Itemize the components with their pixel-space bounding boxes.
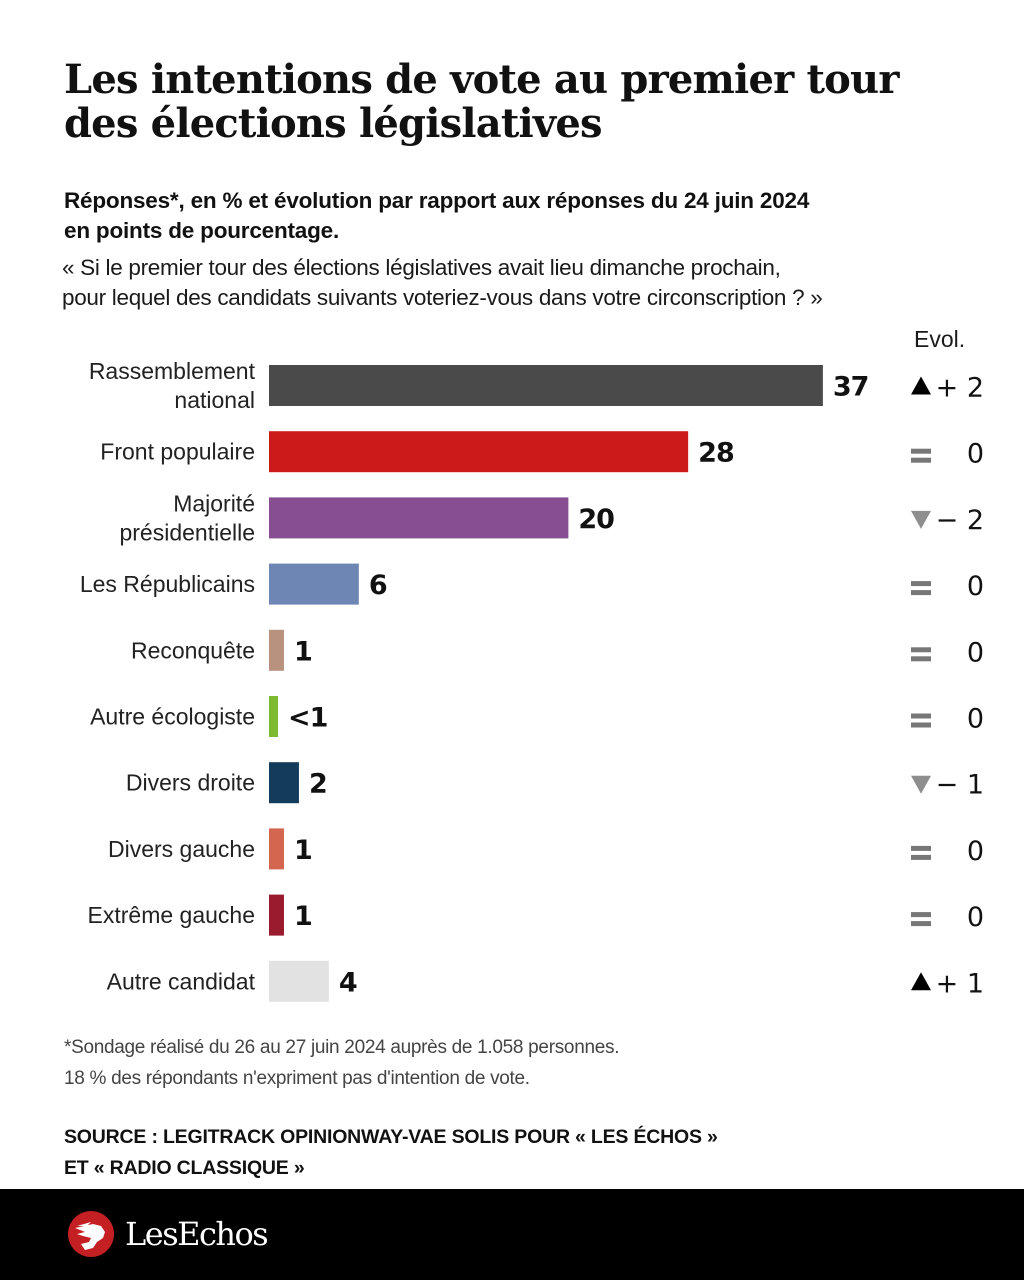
chart-title-line-2: des élections législatives (64, 100, 603, 147)
category-label: Rassemblement (89, 358, 256, 384)
evolution-value: − 2 (936, 505, 984, 536)
chart-subtitle: Réponses*, en % et évolution par rapport… (64, 188, 810, 243)
equal-icon (911, 854, 931, 860)
triangle-down-icon (911, 510, 931, 529)
source-line-1: SOURCE : LEGITRACK OPINIONWAY-VAE SOLIS … (64, 1126, 718, 1148)
equal-icon (911, 713, 931, 719)
value-label: 1 (294, 835, 312, 866)
triangle-down-icon (911, 775, 931, 794)
bar-7 (269, 828, 284, 870)
evolution-value: + 1 (936, 968, 984, 999)
equal-icon (911, 845, 931, 851)
chart-title: Les intentions de vote au premier tour de… (64, 58, 964, 146)
bar-8 (269, 894, 284, 936)
evolution-value: 0 (967, 836, 984, 867)
evolution-value: 0 (967, 704, 984, 735)
value-label: 20 (578, 504, 614, 535)
footnote-line-1: *Sondage réalisé du 26 au 27 juin 2024 a… (64, 1037, 620, 1058)
equal-icon (911, 448, 931, 454)
category-label: Reconquête (131, 637, 255, 663)
brand-logo: LesEchos (67, 1210, 269, 1258)
bar-0 (269, 365, 823, 406)
survey-question: « Si le premier tour des élections légis… (62, 255, 823, 310)
value-label: 1 (294, 901, 312, 932)
bar-5 (269, 696, 278, 737)
triangle-up-icon (911, 972, 931, 991)
category-label: Les Républicains (80, 571, 255, 597)
evolution-column-header: Evol. (914, 326, 966, 352)
bar-2 (269, 497, 569, 539)
value-label: 37 (833, 372, 869, 403)
footnote-line-2: 18 % des répondants n'expriment pas d'in… (64, 1068, 530, 1089)
value-label: <1 (288, 703, 327, 734)
triangle-up-icon (911, 376, 931, 395)
bar-9 (269, 960, 329, 1002)
evolution-value: + 2 (936, 373, 984, 404)
value-label: 1 (294, 636, 312, 667)
evolution-value: 0 (967, 902, 984, 933)
category-label: Divers droite (126, 770, 255, 796)
bar-1 (269, 431, 689, 473)
equal-icon (911, 921, 931, 927)
value-label: 4 (339, 967, 357, 998)
category-label: Front populaire (100, 439, 255, 465)
category-label: Divers gauche (108, 836, 255, 862)
equal-icon (911, 912, 931, 918)
category-label: Majorité (173, 490, 255, 516)
winged-head-logo-icon (68, 1211, 114, 1257)
value-label: 28 (698, 438, 734, 469)
category-label: national (174, 387, 255, 413)
evolution-value: 0 (967, 571, 984, 602)
footer-bar (0, 1189, 1024, 1280)
equal-icon (911, 581, 931, 587)
evolution-value: 0 (967, 637, 984, 668)
equal-icon (911, 647, 931, 653)
evolution-value: 0 (967, 439, 984, 470)
footnote: *Sondage réalisé du 26 au 27 juin 2024 a… (64, 1032, 619, 1094)
value-label: 6 (369, 570, 387, 601)
category-label: Extrême gauche (88, 902, 255, 928)
bar-3 (269, 563, 359, 605)
category-label: Autre écologiste (90, 704, 255, 730)
bar-6 (269, 762, 299, 804)
equal-icon (911, 656, 931, 662)
evolution-value: − 1 (936, 770, 984, 801)
brand-name: LesEchos (125, 1215, 269, 1253)
category-label: Autre candidat (107, 968, 256, 994)
equal-icon (911, 590, 931, 596)
bar-4 (269, 629, 284, 671)
chart-title-line-1: Les intentions de vote au premier tour (64, 56, 899, 103)
source-credit: SOURCE : LEGITRACK OPINIONWAY-VAE SOLIS … (64, 1122, 718, 1184)
value-label: 2 (309, 769, 327, 800)
equal-icon (911, 457, 931, 463)
equal-icon (911, 722, 931, 728)
source-line-2: ET « RADIO CLASSIQUE » (64, 1157, 305, 1179)
category-label: présidentielle (119, 519, 255, 545)
